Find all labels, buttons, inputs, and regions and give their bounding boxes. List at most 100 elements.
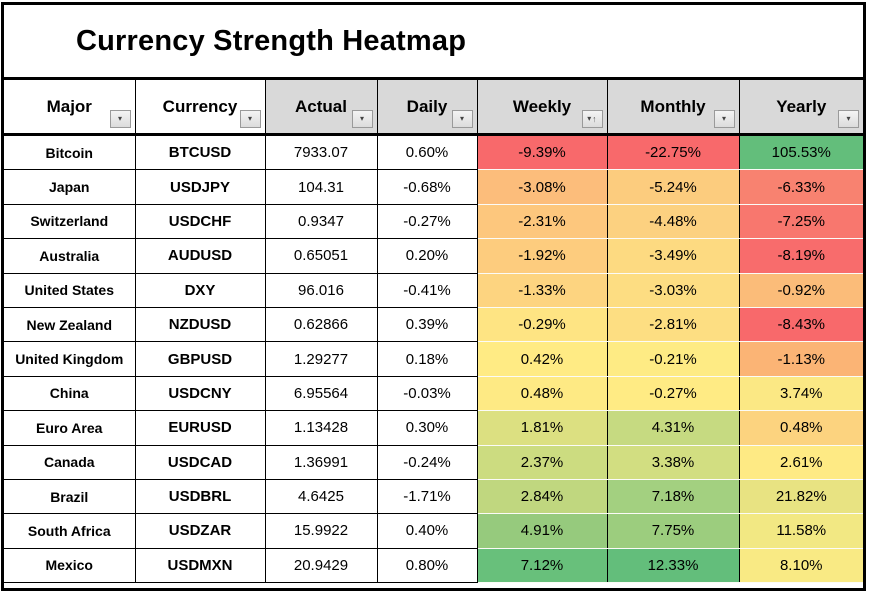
table-row: Switzerland USDCHF 0.9347 -0.27% -2.31% -4.48… — [4, 204, 863, 240]
cell-monthly: -5.24% — [607, 169, 740, 205]
column-header-currency: Currency ▾ — [135, 80, 266, 136]
column-header-major: Major ▾ — [4, 80, 136, 136]
cell-currency: USDJPY — [135, 169, 266, 205]
column-header-actual: Actual ▾ — [265, 80, 378, 136]
column-header-monthly: Monthly ▾ — [607, 80, 740, 136]
cell-monthly: 7.75% — [607, 513, 740, 549]
cell-monthly: -3.03% — [607, 273, 740, 308]
cell-yearly: -8.43% — [739, 307, 863, 343]
filter-dropdown-icon[interactable]: ▾ — [351, 110, 373, 128]
cell-monthly: 3.38% — [607, 445, 740, 480]
cell-actual: 6.95564 — [265, 376, 378, 412]
cell-monthly: 4.31% — [607, 410, 740, 446]
cell-monthly: 12.33% — [607, 548, 740, 584]
page-title: Currency Strength Heatmap — [76, 24, 467, 57]
cell-actual: 0.62866 — [265, 307, 378, 343]
cell-major: Brazil — [4, 479, 136, 515]
cell-daily: -0.68% — [377, 169, 478, 205]
table-body: Bitcoin BTCUSD 7933.07 0.60% -9.39% -22.75% 10… — [4, 134, 863, 584]
filter-dropdown-icon[interactable]: ▾ — [838, 110, 859, 128]
table-row: Australia AUDUSD 0.65051 0.20% -1.92% -3.49% -… — [4, 238, 863, 274]
cell-actual: 104.31 — [265, 169, 378, 205]
cell-daily: -0.24% — [377, 445, 478, 480]
header-row: Major ▾ Currency ▾ Actual ▾ Daily ▾ Weekly ▾ ↑ Mont… — [4, 80, 863, 136]
cell-weekly: 2.84% — [477, 479, 608, 515]
cell-major: New Zealand — [4, 307, 136, 343]
cell-weekly: 1.81% — [477, 410, 608, 446]
filter-dropdown-icon[interactable]: ▾ — [109, 110, 131, 128]
cell-yearly: 21.82% — [739, 479, 863, 515]
cell-actual: 1.29277 — [265, 341, 378, 377]
cell-major: South Africa — [4, 513, 136, 549]
cell-weekly: 0.42% — [477, 341, 608, 377]
cell-actual: 96.016 — [265, 273, 378, 308]
table-row: Mexico USDMXN 20.9429 0.80% 7.12% 12.33% 8.10% — [4, 548, 863, 584]
column-header-label: Currency — [162, 96, 238, 116]
cell-yearly: 8.10% — [739, 548, 863, 584]
cell-monthly: -0.21% — [607, 341, 740, 377]
cell-weekly: -1.92% — [477, 238, 608, 274]
column-header-daily: Daily ▾ — [377, 80, 478, 136]
cell-actual: 20.9429 — [265, 548, 378, 584]
cell-currency: USDMXN — [135, 548, 266, 584]
cell-monthly: 7.18% — [607, 479, 740, 515]
filter-sort-asc-icon[interactable]: ▾ ↑ — [581, 110, 603, 128]
cell-yearly: -1.13% — [739, 341, 863, 377]
cell-actual: 15.9922 — [265, 513, 378, 549]
cell-daily: 0.20% — [377, 238, 478, 274]
cell-actual: 4.6425 — [265, 479, 378, 515]
cell-yearly: -6.33% — [739, 169, 863, 205]
column-header-weekly: Weekly ▾ ↑ — [477, 80, 608, 136]
cell-daily: 0.60% — [377, 134, 478, 171]
column-header-label: Actual — [295, 96, 347, 116]
cell-yearly: 105.53% — [739, 134, 863, 171]
cell-actual: 1.13428 — [265, 410, 378, 446]
cell-weekly: -1.33% — [477, 273, 608, 308]
cell-monthly: -3.49% — [607, 238, 740, 274]
cell-currency: USDBRL — [135, 479, 266, 515]
cell-currency: NZDUSD — [135, 307, 266, 343]
cell-yearly: 11.58% — [739, 513, 863, 549]
column-header-label: Daily — [406, 96, 448, 116]
heatmap-sheet: Currency Strength Heatmap Major ▾ Currency… — [1, 2, 866, 591]
cell-weekly: 2.37% — [477, 445, 608, 480]
cell-actual: 1.36991 — [265, 445, 378, 480]
cell-major: United Kingdom — [4, 341, 136, 377]
table-row: United States DXY 96.016 -0.41% -1.33% -3.03%… — [4, 273, 863, 308]
cell-daily: -0.03% — [377, 376, 478, 412]
cell-currency: USDZAR — [135, 513, 266, 549]
cell-monthly: -0.27% — [607, 376, 740, 412]
cell-major: Japan — [4, 169, 136, 205]
cell-weekly: 4.91% — [477, 513, 608, 549]
cell-currency: DXY — [135, 273, 266, 308]
cell-major: Euro Area — [4, 410, 136, 446]
cell-daily: 0.18% — [377, 341, 478, 377]
cell-daily: -0.41% — [377, 273, 478, 308]
cell-currency: USDCNY — [135, 376, 266, 412]
cell-currency: BTCUSD — [135, 134, 266, 171]
cell-yearly: 0.48% — [739, 410, 863, 446]
table-row: Euro Area EURUSD 1.13428 0.30% 1.81% 4.31% 0.4… — [4, 410, 863, 446]
filter-dropdown-icon[interactable]: ▾ — [713, 110, 735, 128]
cell-yearly: -8.19% — [739, 238, 863, 274]
cell-daily: 0.80% — [377, 548, 478, 584]
cell-major: Canada — [4, 445, 136, 480]
cell-weekly: -2.31% — [477, 204, 608, 240]
cell-actual: 0.9347 — [265, 204, 378, 240]
cell-yearly: 2.61% — [739, 445, 863, 480]
cell-weekly: -3.08% — [477, 169, 608, 205]
column-header-label: Major — [46, 96, 92, 116]
cell-actual: 7933.07 — [265, 134, 378, 171]
cell-daily: 0.40% — [377, 513, 478, 549]
cell-major: Mexico — [4, 548, 136, 584]
cell-weekly: 7.12% — [477, 548, 608, 584]
table-row: New Zealand NZDUSD 0.62866 0.39% -0.29% -2.81… — [4, 307, 863, 343]
filter-dropdown-icon[interactable]: ▾ — [451, 110, 473, 128]
cell-actual: 0.65051 — [265, 238, 378, 274]
column-header-label: Weekly — [512, 96, 572, 116]
title-bar: Currency Strength Heatmap — [4, 5, 863, 80]
filter-dropdown-icon[interactable]: ▾ — [239, 110, 261, 128]
table-row: United Kingdom GBPUSD 1.29277 0.18% 0.42% -0.… — [4, 341, 863, 377]
cell-yearly: 3.74% — [739, 376, 863, 412]
heatmap-table: Major ▾ Currency ▾ Actual ▾ Daily ▾ Weekly ▾ ↑ Mont… — [4, 80, 863, 584]
